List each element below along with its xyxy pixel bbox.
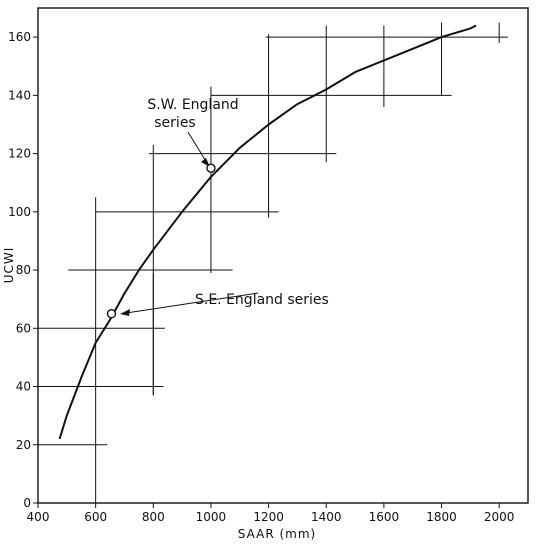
plot-frame [37, 7, 529, 504]
se-england-point [106, 309, 117, 319]
ucwi-curve [58, 24, 477, 440]
y-tick-label: 40 [16, 380, 31, 394]
y-tick-label: 160 [8, 30, 31, 44]
y-tick-label: 140 [8, 88, 31, 102]
x-tick-label: 1000 [196, 510, 227, 524]
se-england-leader [125, 292, 259, 314]
x-tick-label: 600 [84, 510, 107, 524]
curve-group [58, 24, 477, 440]
axis-ticks: 400 600 800 1000 1200 1400 1600 1800 2000 0 20 40 60… [8, 30, 514, 524]
annotated-points [106, 131, 259, 319]
sw-england-point [206, 163, 216, 173]
x-tick-label: 1800 [426, 510, 457, 524]
x-tick-label: 1600 [369, 510, 400, 524]
x-tick-label: 1400 [311, 510, 342, 524]
x-tick-label: 800 [142, 510, 165, 524]
y-tick-label: 0 [23, 496, 31, 510]
se-england-arrowhead [120, 309, 130, 316]
y-tick-label: 80 [16, 263, 31, 277]
y-tick-label: 100 [8, 205, 31, 219]
y-tick-label: 120 [8, 147, 31, 161]
range-bars [38, 22, 508, 503]
annotation-sw-england-line2: series [154, 115, 195, 131]
annotation-sw-england-line1: S.W. England [147, 97, 238, 113]
annotation-se-england: S.E. England series [195, 292, 329, 308]
x-tick-label: 400 [27, 510, 50, 524]
x-tick-label: 2000 [484, 510, 515, 524]
y-tick-label: 60 [16, 321, 31, 335]
y-tick-label: 20 [16, 438, 31, 452]
sw-england-leader [187, 131, 208, 164]
x-axis-title: SAAR (mm) [238, 527, 317, 541]
x-tick-label: 1200 [253, 510, 284, 524]
y-axis-title: UCWI [2, 247, 16, 284]
